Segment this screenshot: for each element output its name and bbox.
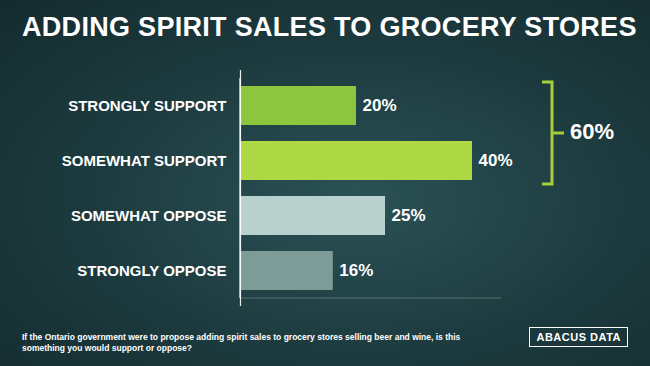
svg-text:20%: 20% (363, 96, 397, 115)
svg-text:16%: 16% (339, 261, 373, 280)
svg-text:SOMEWHAT SUPPORT: SOMEWHAT SUPPORT (62, 152, 227, 169)
svg-text:60%: 60% (570, 119, 614, 144)
svg-text:25%: 25% (392, 206, 426, 225)
svg-text:STRONGLY OPPOSE: STRONGLY OPPOSE (77, 262, 226, 279)
svg-text:STRONGLY SUPPORT: STRONGLY SUPPORT (68, 97, 226, 114)
svg-text:40%: 40% (479, 151, 513, 170)
svg-text:SOMEWHAT OPPOSE: SOMEWHAT OPPOSE (71, 207, 227, 224)
html-text:If the Ontario government were: If the Ontario government were to propos… (22, 332, 461, 353)
html-text:ABACUS DATA: ABACUS DATA (536, 331, 621, 343)
html-text:ADDING SPIRIT SALES TO GROCERY: ADDING SPIRIT SALES TO GROCERY STORES (22, 12, 637, 42)
